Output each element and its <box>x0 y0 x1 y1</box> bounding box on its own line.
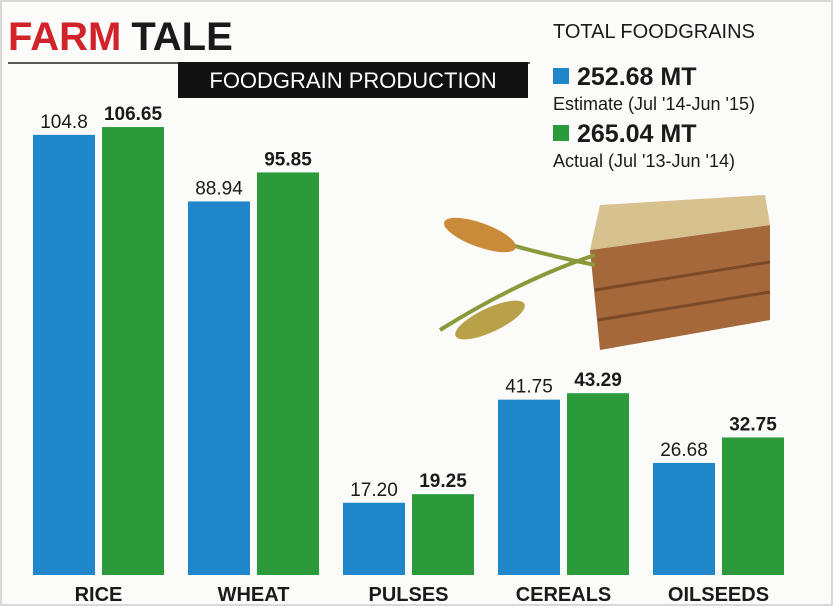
bar <box>722 437 784 575</box>
bar <box>343 503 405 575</box>
value-label: 19.25 <box>419 471 467 492</box>
value-label: 17.20 <box>350 480 398 501</box>
legend-swatch <box>553 125 569 141</box>
legend-total: 265.04 MT <box>577 120 697 148</box>
value-label: 95.85 <box>264 149 312 170</box>
legend-swatch <box>553 68 569 84</box>
bar <box>412 494 474 575</box>
value-label: 104.8 <box>40 112 88 133</box>
bar <box>653 463 715 575</box>
bar <box>257 172 319 575</box>
subtitle: FOODGRAIN PRODUCTION <box>209 68 496 93</box>
value-label: 41.75 <box>505 377 553 398</box>
x-tick-label: OILSEEDS <box>668 584 769 606</box>
value-label: 26.68 <box>660 440 708 461</box>
chart: FARMTALE FOODGRAIN PRODUCTION TOTAL FOOD… <box>0 0 833 606</box>
legend-title: TOTAL FOODGRAINS <box>553 21 755 43</box>
value-label: 106.65 <box>104 104 163 125</box>
legend-label: Estimate (Jul '14-Jun '15) <box>553 94 755 114</box>
bar <box>567 393 629 575</box>
page: FARMTALE FOODGRAIN PRODUCTION TOTAL FOOD… <box>0 0 833 606</box>
title-part: TALE <box>131 15 232 59</box>
legend-total: 252.68 MT <box>577 63 697 91</box>
value-label: 88.94 <box>195 178 243 199</box>
bar <box>188 201 250 575</box>
x-tick-label: RICE <box>75 584 123 606</box>
x-tick-label: WHEAT <box>218 584 290 606</box>
x-tick-label: PULSES <box>368 584 448 606</box>
bar <box>498 400 560 575</box>
bar <box>102 127 164 575</box>
legend-label: Actual (Jul '13-Jun '14) <box>553 151 735 171</box>
value-label: 32.75 <box>729 414 777 435</box>
x-tick-label: CEREALS <box>516 584 612 606</box>
value-label: 43.29 <box>574 370 622 391</box>
bar <box>33 135 95 575</box>
title-part: FARM <box>8 15 121 59</box>
